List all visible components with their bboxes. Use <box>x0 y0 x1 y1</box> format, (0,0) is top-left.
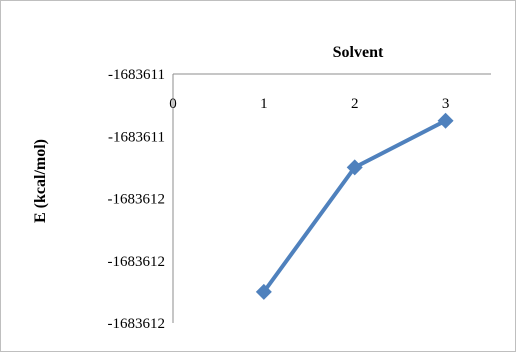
data-point-marker <box>437 112 454 129</box>
y-axis-title: E (kcal/mol) <box>32 139 49 223</box>
x-tick-label: 0 <box>169 96 177 112</box>
y-tick-labels: -1683611 -1683611 -1683612 -1683612 -1683612 <box>108 67 166 332</box>
series-layer <box>255 112 454 300</box>
y-tick-label: -1683611 <box>108 67 165 83</box>
y-tick-label: -1683612 <box>108 192 166 208</box>
data-point-marker <box>255 283 272 300</box>
x-tick-label: 3 <box>442 96 450 112</box>
x-tick-label: 2 <box>351 96 359 112</box>
series-line <box>262 118 447 294</box>
x-axis-title: Solvent <box>333 44 384 61</box>
axes <box>172 73 491 323</box>
y-tick-label: -1683611 <box>108 129 165 145</box>
data-point-marker <box>346 159 363 176</box>
y-tick-label: -1683612 <box>108 316 166 332</box>
x-tick-labels: 0 1 2 3 <box>169 96 449 112</box>
x-tick-label: 1 <box>260 96 268 112</box>
y-tick-label: -1683612 <box>108 254 166 270</box>
